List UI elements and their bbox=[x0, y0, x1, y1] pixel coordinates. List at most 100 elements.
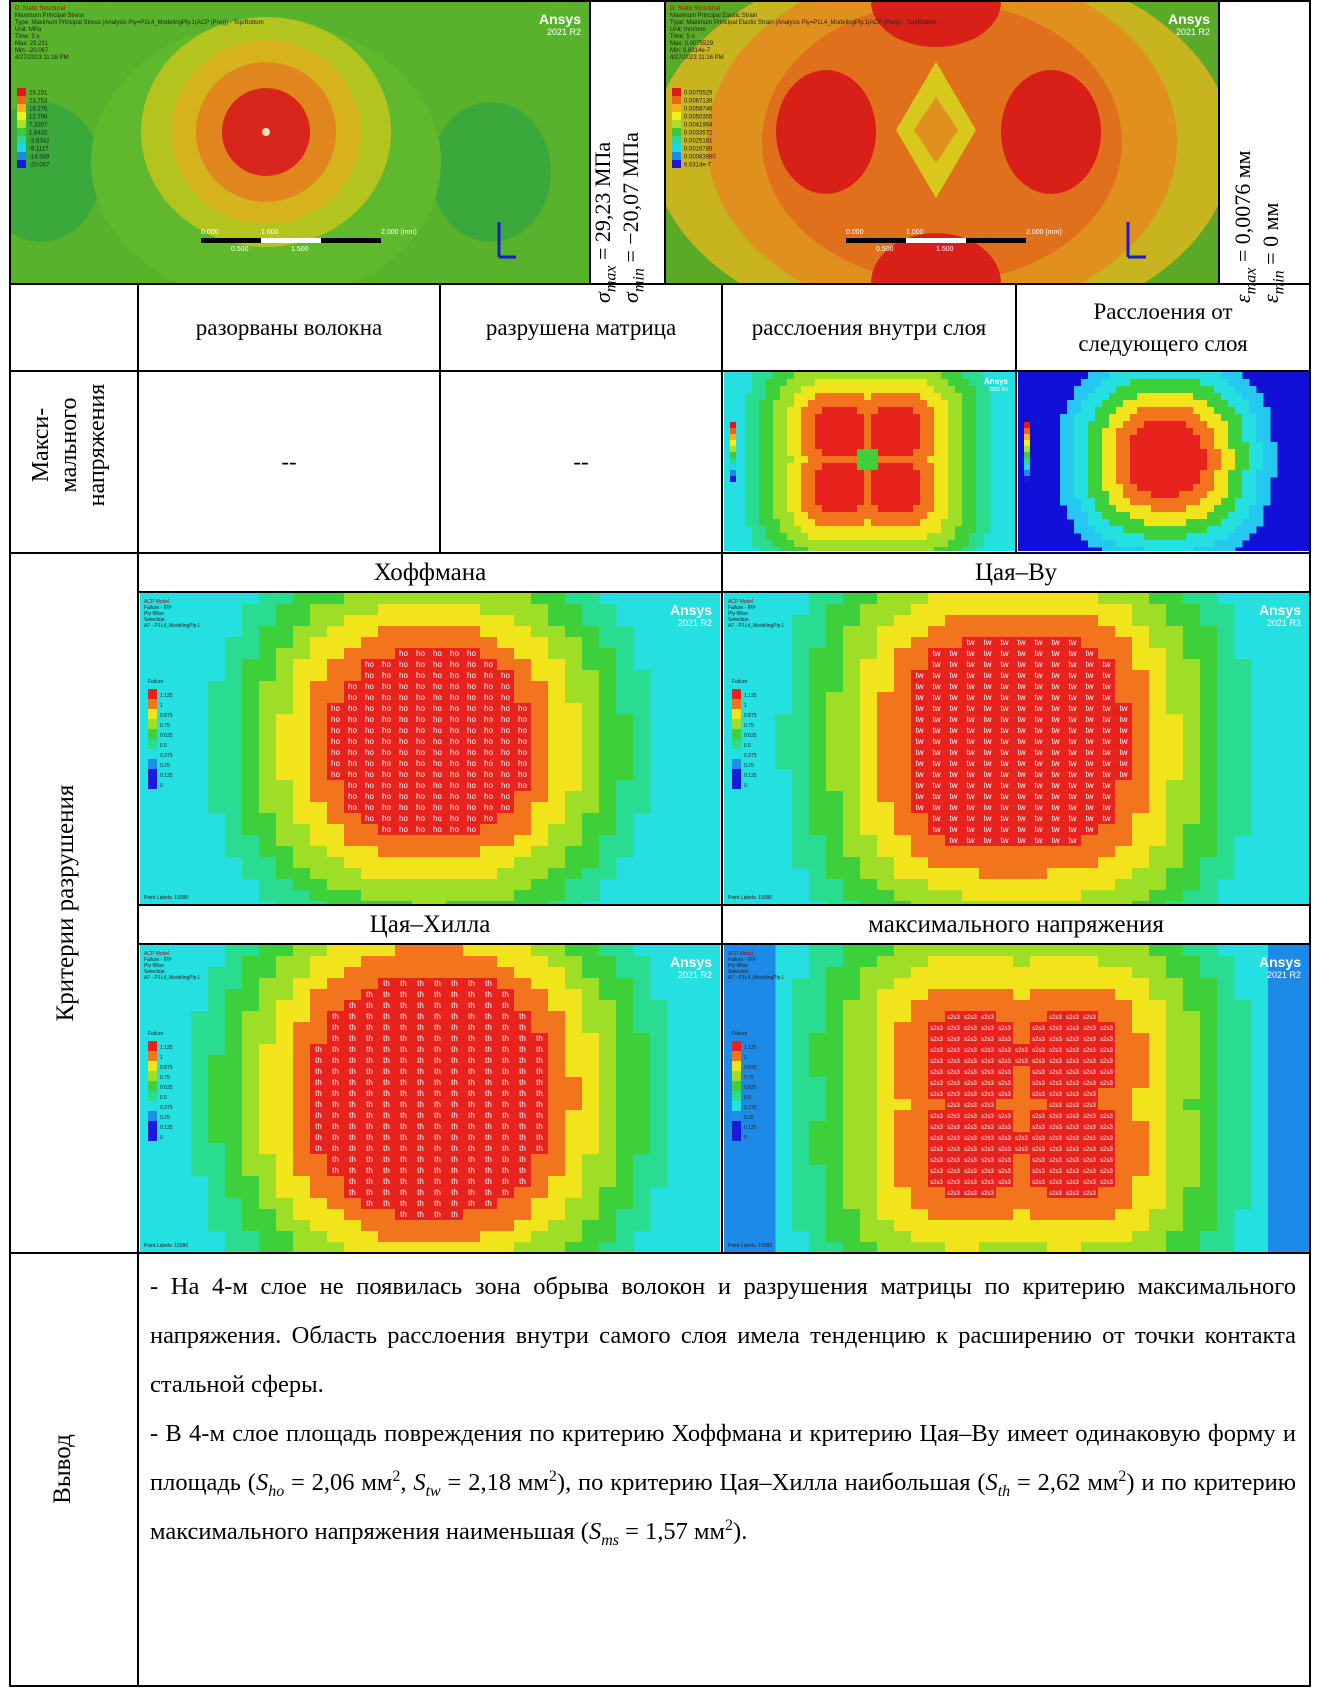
mesh-label: tw bbox=[1103, 814, 1111, 823]
mesh-cell bbox=[826, 637, 844, 649]
mesh-label: th bbox=[434, 1056, 441, 1065]
mesh-cell bbox=[780, 526, 788, 534]
mesh-label: ho bbox=[331, 726, 340, 735]
mesh-cell bbox=[857, 505, 865, 513]
mesh-cell bbox=[1166, 868, 1184, 880]
mesh-cell bbox=[808, 526, 816, 534]
mesh-label: tw bbox=[933, 737, 941, 746]
mesh-cell bbox=[276, 1044, 294, 1056]
mesh-cell bbox=[885, 428, 893, 436]
mesh-cell bbox=[885, 526, 893, 534]
mesh-cell bbox=[1149, 978, 1167, 990]
mesh-cell bbox=[582, 1231, 600, 1243]
mesh-cell bbox=[565, 1055, 583, 1067]
mesh-cell bbox=[1137, 386, 1145, 394]
mesh-cell bbox=[310, 967, 328, 979]
mesh-cell bbox=[412, 857, 430, 869]
mesh-cell bbox=[928, 868, 946, 880]
mesh-cell bbox=[1030, 945, 1048, 957]
mesh-cell bbox=[759, 449, 767, 457]
mesh-cell bbox=[871, 393, 879, 401]
mesh-cell bbox=[1193, 414, 1201, 422]
mesh-cell bbox=[836, 386, 844, 394]
mesh-cell bbox=[877, 626, 895, 638]
mesh-label: ho bbox=[382, 781, 391, 790]
mesh-cell bbox=[1013, 846, 1031, 858]
mesh-cell bbox=[463, 615, 481, 627]
mesh-cell bbox=[801, 421, 809, 429]
mesh-cell bbox=[1109, 463, 1117, 471]
mesh-cell bbox=[1165, 393, 1173, 401]
mesh-cell bbox=[996, 956, 1014, 968]
mesh-cell bbox=[945, 989, 963, 1001]
mesh-cell bbox=[242, 1198, 260, 1210]
mesh-label: ho bbox=[365, 759, 374, 768]
mesh-cell bbox=[792, 626, 810, 638]
mesh-cell bbox=[792, 637, 810, 649]
mesh-cell bbox=[911, 989, 929, 1001]
mesh-label: tw bbox=[1069, 737, 1077, 746]
mesh-cell bbox=[242, 791, 260, 803]
legend-swatch bbox=[148, 749, 157, 759]
mesh-label: tw bbox=[1103, 704, 1111, 713]
mesh-cell bbox=[616, 1220, 634, 1232]
mesh-cell bbox=[616, 1099, 634, 1111]
mesh-cell bbox=[463, 626, 481, 638]
criterion-title-text: Цая–Хилла bbox=[370, 909, 491, 941]
mesh-cell bbox=[906, 491, 914, 499]
mesh-cell bbox=[927, 519, 935, 527]
mesh-label: ho bbox=[501, 737, 510, 746]
mesh-cell bbox=[1137, 421, 1145, 429]
mesh-cell bbox=[766, 540, 774, 548]
mesh-cell bbox=[1064, 978, 1082, 990]
mesh-cell bbox=[259, 604, 277, 616]
mesh-cell bbox=[969, 456, 977, 464]
mesh-cell bbox=[276, 967, 294, 979]
mesh-cell bbox=[1179, 421, 1187, 429]
mesh-label: tw bbox=[1052, 825, 1060, 834]
mesh-cell bbox=[752, 407, 760, 415]
mesh-cell bbox=[1256, 414, 1264, 422]
mesh-cell bbox=[843, 505, 851, 513]
mesh-cell bbox=[225, 1110, 243, 1122]
mesh-cell bbox=[1165, 505, 1173, 513]
mesh-cell bbox=[911, 857, 929, 869]
mesh-cell bbox=[531, 1231, 549, 1243]
mesh-cell bbox=[1235, 379, 1243, 387]
header-text: Расслоения от следующего слоя bbox=[1032, 296, 1294, 360]
mesh-cell bbox=[582, 1242, 600, 1252]
mesh-label: th bbox=[485, 1100, 492, 1109]
mesh-cell bbox=[983, 519, 991, 527]
mesh-cell bbox=[1217, 725, 1235, 737]
mesh-label: th bbox=[349, 1155, 356, 1164]
mesh-cell bbox=[1116, 498, 1124, 506]
mesh-cell bbox=[208, 1088, 226, 1100]
mesh-label: tw bbox=[967, 715, 975, 724]
mesh-label: th bbox=[519, 1177, 526, 1186]
mesh-cell bbox=[293, 780, 311, 792]
mesh-cell bbox=[616, 1022, 634, 1034]
mesh-cell bbox=[1123, 526, 1131, 534]
mesh-cell bbox=[565, 1044, 583, 1056]
mesh-cell bbox=[899, 407, 907, 415]
mesh-cell bbox=[242, 637, 260, 649]
mesh-cell bbox=[259, 670, 277, 682]
mesh-cell bbox=[1235, 498, 1243, 506]
mesh-cell bbox=[1172, 442, 1180, 450]
mesh-label: tw bbox=[1018, 660, 1026, 669]
mesh-label: th bbox=[485, 979, 492, 988]
mesh-label: th bbox=[315, 1056, 322, 1065]
mesh-label: th bbox=[417, 1133, 424, 1142]
mesh-cell bbox=[1200, 1011, 1218, 1023]
mesh-cell bbox=[497, 604, 515, 616]
legend-swatch bbox=[672, 136, 681, 144]
mesh-cell bbox=[276, 1055, 294, 1067]
legend-swatch bbox=[1024, 476, 1030, 482]
mesh-cell bbox=[962, 945, 980, 957]
mesh-cell bbox=[826, 956, 844, 968]
mesh-cell bbox=[1242, 400, 1250, 408]
mesh-cell bbox=[822, 547, 830, 551]
mesh-cell bbox=[548, 879, 566, 891]
mesh-cell bbox=[310, 791, 328, 803]
mesh-cell bbox=[766, 379, 774, 387]
